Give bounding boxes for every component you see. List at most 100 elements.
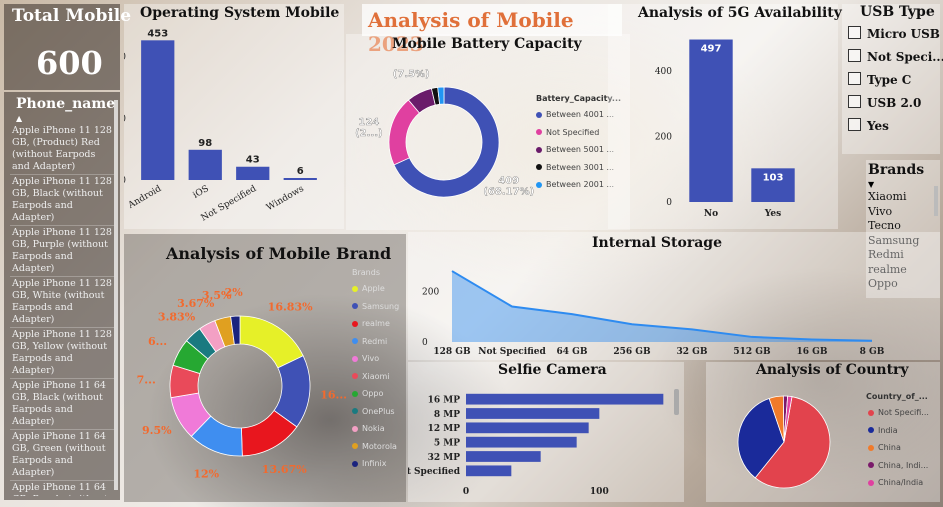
- legend-item[interactable]: India: [868, 426, 898, 435]
- legend-item[interactable]: China, Indi...: [868, 461, 928, 470]
- usb-option[interactable]: Micro USB: [848, 26, 940, 41]
- usb-option[interactable]: Type C: [848, 72, 911, 87]
- brand-option[interactable]: Tecno: [868, 219, 901, 232]
- legend-label: Apple: [362, 284, 385, 293]
- phone-list-item[interactable]: Apple iPhone 11 128 GB, Purple (without …: [10, 226, 114, 277]
- legend-marker: [536, 146, 542, 153]
- data-label: (68.17%): [483, 187, 534, 198]
- phone-list-item[interactable]: Apple iPhone 11 64 GB, Green (without Ea…: [10, 430, 114, 481]
- legend-label: Infinix: [362, 459, 387, 468]
- legend-label: Motorola: [362, 441, 397, 451]
- pie-slice: [388, 99, 421, 166]
- legend-item[interactable]: Vivo: [352, 354, 379, 363]
- x-tick-label: 512 GB: [733, 347, 771, 357]
- x-tick-label: Not Specified: [478, 347, 546, 357]
- legend-item[interactable]: Between 3001 ...: [536, 163, 614, 172]
- legend-label: China, Indi...: [878, 460, 929, 470]
- bar: [188, 149, 222, 180]
- os-chart: 020040045398436AndroidiOSNot SpecifiedWi…: [124, 28, 317, 224]
- brand-option[interactable]: Samsung: [868, 233, 920, 247]
- y-tick-label: 12 MP: [428, 424, 461, 434]
- country-chart-title: Analysis of Country: [756, 362, 909, 378]
- checkbox[interactable]: [848, 72, 861, 85]
- battery-legend-title: Battery_Capacity...: [536, 94, 622, 103]
- legend-item[interactable]: Xiaomi: [352, 372, 390, 381]
- legend-item[interactable]: Between 4001 ...: [536, 110, 614, 119]
- checkbox[interactable]: [848, 26, 861, 39]
- legend-marker: [352, 355, 358, 362]
- legend-item[interactable]: Not Specifi...: [868, 408, 929, 417]
- x-tick-label: 100: [590, 487, 609, 497]
- y-tick-label: 32 MP: [428, 453, 461, 463]
- legend-marker: [352, 338, 358, 344]
- brand-option[interactable]: Redmi: [868, 248, 904, 261]
- legend-marker: [536, 181, 542, 188]
- phone-list-item[interactable]: Apple iPhone 11 128 GB, (Product) Red (w…: [10, 124, 114, 175]
- legend-item[interactable]: realme: [352, 319, 390, 328]
- legend-item[interactable]: Nokia: [352, 424, 385, 433]
- legend-item[interactable]: Apple: [352, 284, 385, 293]
- data-label: 3.5%: [202, 289, 232, 302]
- brand-option[interactable]: realme: [868, 262, 907, 276]
- scrollbar[interactable]: [114, 100, 118, 490]
- brand-option[interactable]: Vivo: [868, 204, 893, 218]
- legend-item[interactable]: Infinix: [352, 459, 387, 468]
- legend-item[interactable]: China/India: [868, 478, 923, 487]
- bar: [466, 465, 512, 477]
- usb-option-label: Not Speci...: [867, 50, 943, 64]
- selfie-scrollbar[interactable]: [674, 389, 679, 415]
- x-tick-label: 16 GB: [797, 347, 828, 357]
- legend-item[interactable]: Not Specified: [536, 128, 599, 137]
- x-tick-label: iOS: [192, 184, 211, 201]
- checkbox[interactable]: [848, 95, 861, 108]
- phone-list-item[interactable]: Apple iPhone 11 128 GB, White (without E…: [10, 277, 114, 328]
- legend-item[interactable]: Between 2001 ...: [536, 180, 614, 189]
- legend-item[interactable]: Motorola: [352, 442, 397, 451]
- y-tick-label: 200: [124, 114, 126, 124]
- legend-label: India: [878, 425, 898, 435]
- brand-option[interactable]: Xiaomi: [868, 190, 907, 203]
- data-label: 7...: [137, 374, 156, 387]
- checkbox[interactable]: [848, 118, 861, 131]
- brand-legend-title: Brands: [352, 268, 380, 277]
- legend-label: Between 3001 ...: [546, 162, 615, 172]
- phone-list-item[interactable]: Apple iPhone 11 64 GB, Black (without Ea…: [10, 379, 114, 430]
- checkbox[interactable]: [848, 49, 861, 62]
- phone-list-item[interactable]: Apple iPhone 11 128 GB, Black (without E…: [10, 175, 114, 226]
- bar: [689, 39, 733, 203]
- legend-item[interactable]: China: [868, 443, 901, 452]
- series-line: [451, 270, 873, 342]
- brands-scrollbar[interactable]: [934, 186, 938, 216]
- legend-item[interactable]: Between 5001 ...: [536, 145, 614, 154]
- data-label: 13.67%: [262, 463, 307, 476]
- legend-item[interactable]: Redmi: [352, 337, 387, 346]
- phone-list-item[interactable]: Apple iPhone 11 64 GB, Purple (without: [10, 481, 114, 496]
- usb-option[interactable]: Yes: [848, 118, 889, 133]
- data-label: 124: [358, 117, 379, 128]
- area-fill: [452, 271, 872, 342]
- storage-chart: 0 200 128 GB Not Specified 64 GB 256 GB 32 GB 5…: [422, 270, 885, 357]
- legend-marker: [868, 444, 874, 451]
- data-label: 9.5%: [142, 424, 172, 437]
- pie-slice: [230, 315, 241, 345]
- data-label: 409: [498, 176, 519, 187]
- legend-item[interactable]: OnePlus: [352, 407, 395, 416]
- usb-option[interactable]: Not Speci...: [848, 49, 943, 64]
- x-tick-label: Yes: [764, 209, 781, 219]
- y-tick-label: 8 MP: [434, 410, 460, 420]
- data-label: 43: [246, 155, 260, 166]
- brands-sort-icon[interactable]: ▼: [868, 180, 875, 189]
- legend-marker: [868, 462, 874, 468]
- legend-item[interactable]: Oppo: [352, 389, 383, 398]
- legend-item[interactable]: Samsung: [352, 302, 399, 311]
- usb-option[interactable]: USB 2.0: [848, 95, 921, 110]
- y-tick-label: Not Specified: [408, 467, 461, 477]
- brand-option[interactable]: Oppo: [868, 277, 898, 290]
- bar: [236, 166, 270, 180]
- legend-marker: [352, 408, 358, 414]
- legend-marker: [352, 390, 358, 397]
- usb-option-label: Type C: [867, 73, 912, 87]
- sort-arrow-icon[interactable]: ▲: [16, 114, 23, 123]
- phone-list-item[interactable]: Apple iPhone 11 128 GB, Yellow (without …: [10, 328, 114, 379]
- legend-marker: [352, 320, 358, 327]
